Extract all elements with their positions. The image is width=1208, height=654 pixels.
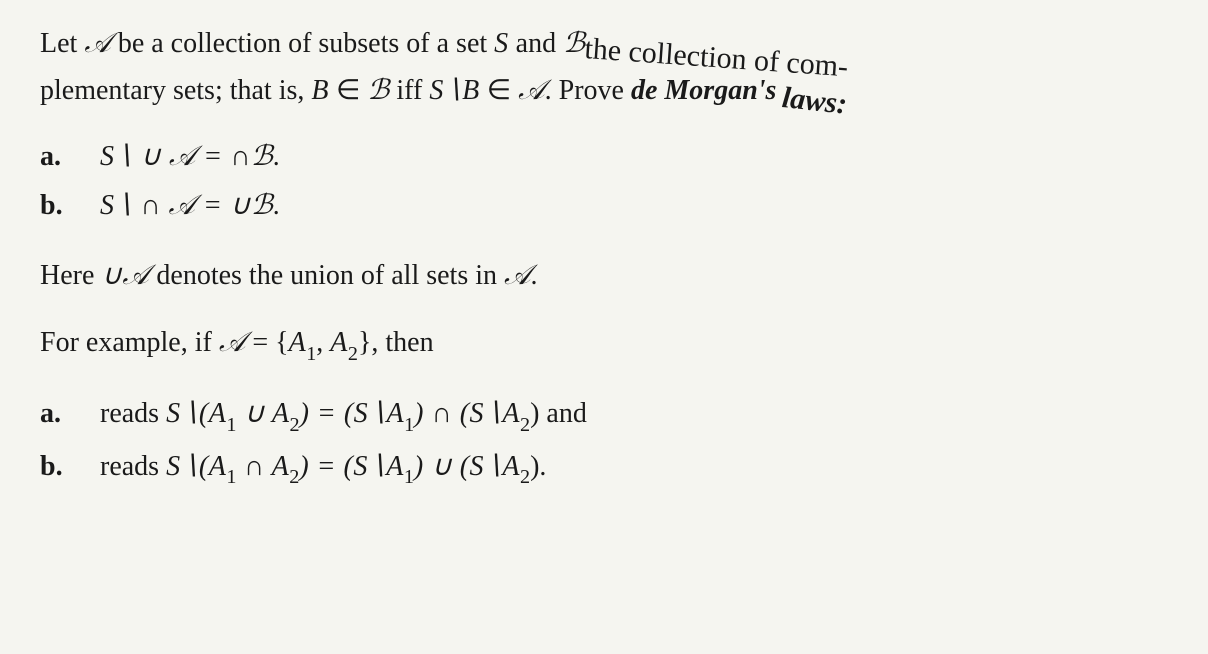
label-a: a. (40, 392, 100, 439)
S: S (166, 398, 181, 429)
sub2b: 2 (520, 414, 530, 436)
sub2: 2 (290, 414, 300, 436)
sub1b: 1 (404, 466, 414, 488)
end: ) and (530, 398, 587, 429)
cup: ∪ (236, 398, 272, 429)
script-B: ℬ (563, 28, 585, 59)
elem-symbol: ∈ (480, 75, 518, 106)
example-item-a: a. reads S∖(A1 ∪ A2) = (S∖A1) ∩ (S∖A2) a… (40, 392, 1168, 439)
text: . Prove (545, 75, 631, 106)
sub-1: 1 (306, 343, 316, 365)
page: Let 𝒜 be a collection of subsets of a se… (0, 0, 1208, 538)
A1: A (209, 451, 227, 482)
text: . (531, 260, 538, 291)
SA2: S∖A (470, 451, 520, 482)
A2: A (272, 451, 290, 482)
script-A: 𝒜 (219, 327, 246, 358)
example-b-body: reads S∖(A1 ∩ A2) = (S∖A1) ∪ (S∖A2). (100, 445, 1168, 492)
A2: A (330, 327, 348, 358)
example-item-b: b. reads S∖(A1 ∩ A2) = (S∖A1) ∪ (S∖A2). (40, 445, 1168, 492)
end: ). (530, 451, 546, 482)
script-B: ℬ (367, 75, 389, 106)
S-minus-B: S∖B (429, 75, 479, 106)
SA1: S∖A (354, 398, 404, 429)
text: reads (100, 451, 166, 482)
formula-b: S∖ ∩ 𝒜 = ∪ℬ. (100, 184, 1168, 227)
union-A: ∪𝒜 (101, 260, 149, 291)
sub2: 2 (289, 466, 299, 488)
label-b: b. (40, 184, 100, 227)
sub1: 1 (226, 414, 236, 436)
sub1: 1 (226, 466, 236, 488)
formula-list: a. S∖ ∪ 𝒜 = ∩ℬ. b. S∖ ∩ 𝒜 = ∪ℬ. (40, 135, 1168, 228)
script-A: 𝒜 (504, 260, 531, 291)
note-paragraph: Here ∪𝒜 denotes the union of all sets in… (40, 254, 1168, 297)
text: = { (245, 327, 288, 358)
script-A: 𝒜 (518, 75, 545, 106)
example-list: a. reads S∖(A1 ∪ A2) = (S∖A1) ∩ (S∖A2) a… (40, 392, 1168, 492)
cup-mid: ) ∪ ( (414, 451, 470, 482)
comma: , (316, 327, 330, 358)
open: ∖( (181, 398, 209, 429)
item-a: a. S∖ ∪ 𝒜 = ∩ℬ. (40, 135, 1168, 178)
SA2: S∖A (470, 398, 520, 429)
item-b: b. S∖ ∩ 𝒜 = ∪ℬ. (40, 184, 1168, 227)
formula-a: S∖ ∪ 𝒜 = ∩ℬ. (100, 135, 1168, 178)
text: plementary sets; that is, (40, 75, 311, 106)
S: S (166, 451, 181, 482)
intro-line-1: Let 𝒜 be a collection of subsets of a se… (40, 20, 1168, 67)
var-B: B (311, 75, 329, 106)
close-eq-open: ) = ( (299, 451, 353, 482)
text: and (509, 28, 563, 59)
iff-text: iff (389, 75, 429, 106)
example-a-body: reads S∖(A1 ∪ A2) = (S∖A1) ∩ (S∖A2) and (100, 392, 1168, 439)
text: be a collection of subsets of a set (111, 28, 494, 59)
close-eq-open: ) = ( (300, 398, 354, 429)
label-b: b. (40, 445, 100, 492)
elem-symbol: ∈ (329, 75, 367, 106)
cap: ∩ (236, 451, 271, 482)
label-a: a. (40, 135, 100, 178)
sub-2: 2 (348, 343, 358, 365)
A1: A (289, 327, 307, 358)
text: denotes the union of all sets in (149, 260, 504, 291)
set-S: S (494, 28, 509, 59)
A1: A (209, 398, 227, 429)
cap-mid: ) ∩ ( (414, 398, 469, 429)
SA1: S∖A (353, 451, 403, 482)
text: Let (40, 28, 84, 59)
curved-tail-2: laws: (780, 75, 850, 128)
text: reads (100, 398, 166, 429)
sub1b: 1 (404, 414, 414, 436)
intro-paragraph: Let 𝒜 be a collection of subsets of a se… (40, 20, 1168, 113)
text: }, then (358, 327, 434, 358)
A2: A (272, 398, 290, 429)
sub2b: 2 (520, 466, 530, 488)
text: For example, if (40, 327, 219, 358)
text: Here (40, 260, 101, 291)
example-paragraph: For example, if 𝒜 = {A1, A2}, then (40, 321, 1168, 368)
script-A: 𝒜 (84, 28, 111, 59)
open: ∖( (181, 451, 209, 482)
